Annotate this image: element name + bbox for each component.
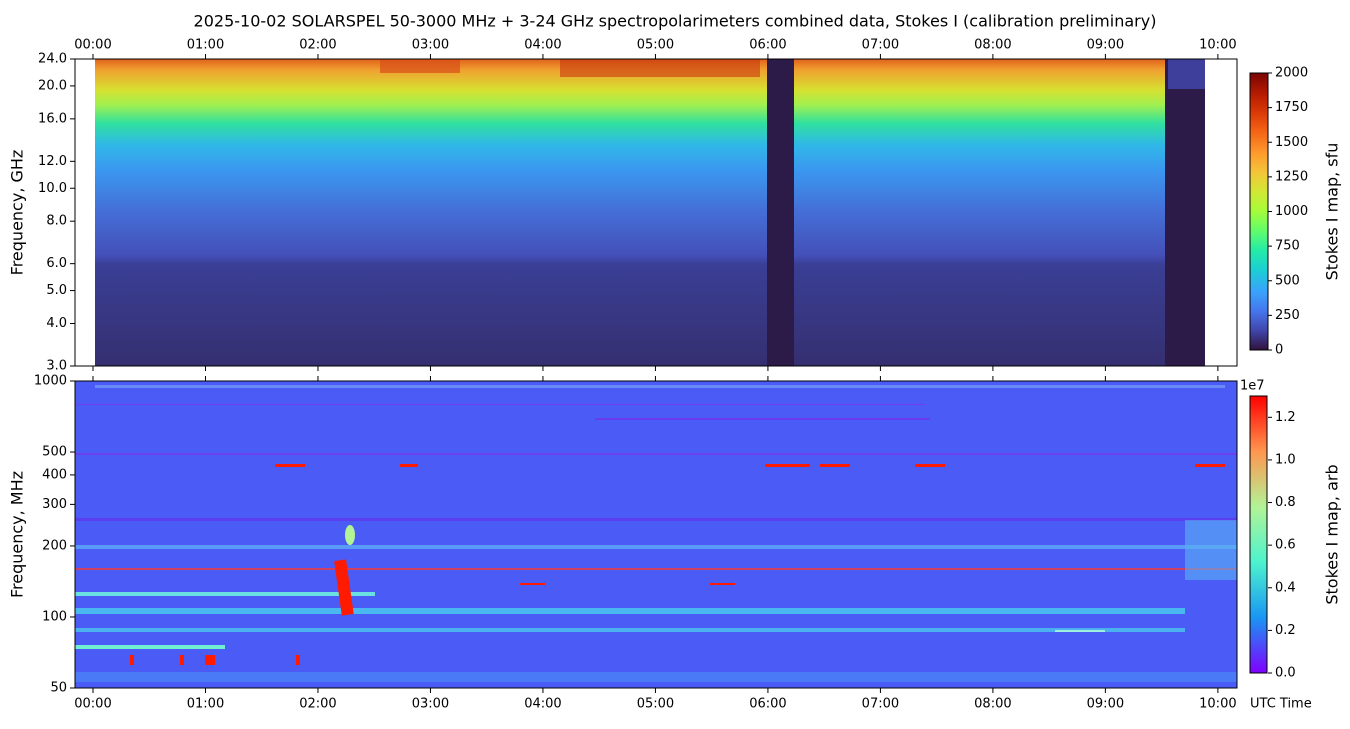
- x-tick-label: 07:00: [862, 697, 899, 712]
- colorbar-tick-label: 1.2: [1275, 410, 1296, 425]
- y-tick-label: 20.0: [38, 78, 67, 93]
- plot-frame: [74, 58, 1238, 367]
- y-tick-label: 1000: [34, 374, 67, 389]
- colorbar-label: Stokes I map, sfu: [1323, 143, 1342, 281]
- y-tick-label: 24.0: [38, 52, 67, 67]
- x-tick-label: 01:00: [187, 38, 224, 53]
- x-tick-label: 10:00: [1199, 38, 1236, 53]
- y-tick-label: 500: [42, 445, 67, 460]
- x-axis-label: UTC Time: [1250, 697, 1312, 712]
- colorbar-tick-label: 250: [1275, 308, 1300, 323]
- plot-frame: [74, 380, 1238, 689]
- y-tick-label: 6.0: [46, 256, 67, 271]
- spectrogram-image: [75, 381, 1237, 688]
- colorbar-tick-label: 1750: [1275, 100, 1308, 115]
- x-tick-label: 06:00: [749, 697, 786, 712]
- x-tick-label: 00:00: [74, 697, 111, 712]
- y-tick-label: 50: [50, 681, 67, 696]
- colorbar-tick-label: 1.0: [1275, 452, 1296, 467]
- colorbar-tick-label: 0.8: [1275, 495, 1296, 510]
- colorbar-label: Stokes I map, arb: [1323, 464, 1342, 604]
- y-tick-label: 300: [42, 497, 67, 512]
- y-tick-label: 5.0: [46, 283, 67, 298]
- y-tick-label: 10.0: [38, 181, 67, 196]
- x-tick-label: 10:00: [1199, 697, 1236, 712]
- colorbar-tick-label: 1250: [1275, 169, 1308, 184]
- x-tick-label: 08:00: [974, 38, 1011, 53]
- y-axis-label: Frequency, MHz: [8, 471, 27, 598]
- colorbar-tick-label: 2000: [1275, 66, 1308, 81]
- y-tick-label: 4.0: [46, 316, 67, 331]
- colorbar-offset: 1e7: [1240, 379, 1265, 394]
- title: 2025-10-02 SOLARSPEL 50-3000 MHz + 3-24 …: [194, 12, 1157, 31]
- colorbar-tick-label: 0.0: [1275, 666, 1296, 681]
- y-tick-label: 12.0: [38, 154, 67, 169]
- x-tick-label: 09:00: [1087, 697, 1124, 712]
- y-tick-label: 16.0: [38, 111, 67, 126]
- y-tick-label: 200: [42, 538, 67, 553]
- x-tick-label: 04:00: [524, 38, 561, 53]
- colorbar-tick-label: 0.2: [1275, 623, 1296, 638]
- x-tick-label: 05:00: [637, 38, 674, 53]
- x-tick-label: 08:00: [974, 697, 1011, 712]
- y-axis-label: Frequency, GHz: [8, 150, 27, 276]
- y-tick-label: 400: [42, 467, 67, 482]
- x-tick-label: 04:00: [524, 697, 561, 712]
- x-tick-label: 07:00: [862, 38, 899, 53]
- colorbar-tick-label: 0.6: [1275, 538, 1296, 553]
- colorbar-tick-label: 500: [1275, 273, 1300, 288]
- x-tick-label: 05:00: [637, 697, 674, 712]
- y-tick-label: 100: [42, 609, 67, 624]
- y-tick-label: 8.0: [46, 214, 67, 229]
- colorbar: [1249, 72, 1269, 351]
- x-tick-label: 00:00: [74, 38, 111, 53]
- colorbar-tick-label: 0: [1275, 343, 1283, 358]
- x-tick-label: 02:00: [299, 697, 336, 712]
- y-tick-label: 3.0: [46, 359, 67, 374]
- colorbar: [1249, 395, 1268, 674]
- colorbar-tick-label: 0.4: [1275, 580, 1296, 595]
- x-tick-label: 02:00: [299, 38, 336, 53]
- x-tick-label: 03:00: [412, 697, 449, 712]
- spectrogram-image: [95, 59, 1205, 366]
- x-tick-label: 06:00: [749, 38, 786, 53]
- x-tick-label: 03:00: [412, 38, 449, 53]
- colorbar-tick-label: 750: [1275, 239, 1300, 254]
- x-tick-label: 09:00: [1087, 38, 1124, 53]
- x-tick-label: 01:00: [187, 697, 224, 712]
- colorbar-tick-label: 1500: [1275, 135, 1308, 150]
- colorbar-tick-label: 1000: [1275, 204, 1308, 219]
